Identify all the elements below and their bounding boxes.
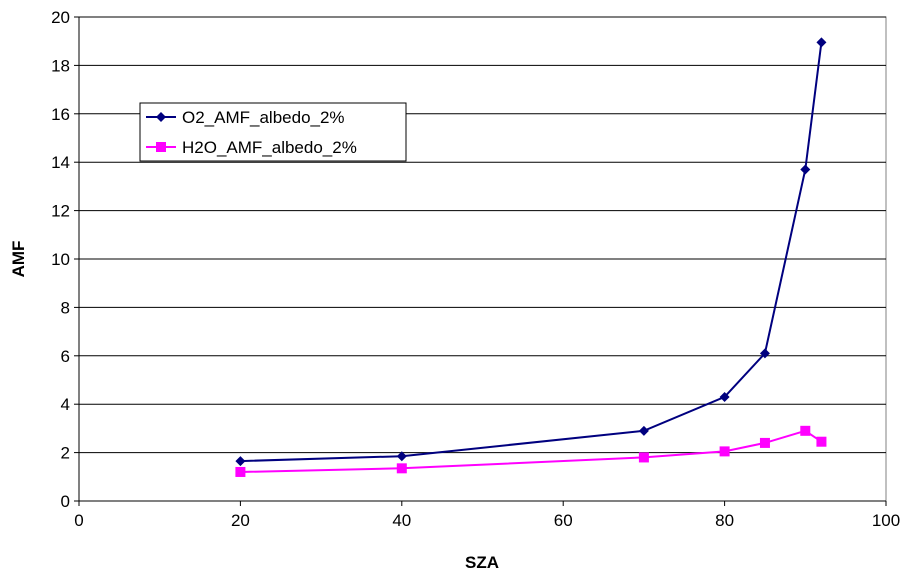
y-axis-title: AMF bbox=[9, 241, 28, 278]
y-tick-label: 20 bbox=[51, 8, 70, 27]
y-tick-label: 14 bbox=[51, 153, 70, 172]
data-point-diamond bbox=[235, 456, 246, 467]
y-tick-label: 12 bbox=[51, 202, 70, 221]
data-point-square bbox=[719, 446, 730, 457]
y-tick-label: 4 bbox=[61, 395, 70, 414]
data-point-diamond bbox=[800, 164, 811, 175]
gridlines bbox=[79, 16, 886, 454]
y-tick-label: 16 bbox=[51, 105, 70, 124]
data-point-diamond bbox=[638, 425, 649, 436]
x-tick-label: 0 bbox=[74, 511, 83, 530]
legend-marker-h2o-square-icon bbox=[156, 142, 166, 152]
data-point-square bbox=[800, 425, 811, 436]
data-point-square bbox=[638, 452, 649, 463]
data-point-square bbox=[396, 463, 407, 474]
data-point-square bbox=[816, 436, 827, 447]
x-tick-label: 20 bbox=[231, 511, 250, 530]
y-tick-label: 10 bbox=[51, 250, 70, 269]
x-tick-label: 80 bbox=[715, 511, 734, 530]
y-tick-label: 18 bbox=[51, 56, 70, 75]
x-tick-label: 40 bbox=[392, 511, 411, 530]
y-tick-label: 8 bbox=[61, 298, 70, 317]
y-tick-label: 2 bbox=[61, 444, 70, 463]
y-tick-label: 6 bbox=[61, 347, 70, 366]
axes: 0 2 4 6 8 10 12 14 16 18 20 0 20 40 60 80 100 bbox=[51, 8, 900, 530]
data-point-diamond bbox=[759, 348, 770, 359]
data-point-diamond bbox=[396, 451, 407, 462]
series-o2 bbox=[235, 37, 827, 467]
legend: O2_AMF_albedo_2% H2O_AMF_albedo_2% bbox=[139, 102, 407, 162]
data-point-diamond bbox=[719, 391, 730, 402]
x-tick-label: 100 bbox=[872, 511, 900, 530]
data-point-square bbox=[759, 437, 770, 448]
legend-label-o2: O2_AMF_albedo_2% bbox=[182, 108, 345, 127]
data-point-square bbox=[235, 466, 246, 477]
legend-label-h2o: H2O_AMF_albedo_2% bbox=[182, 138, 357, 157]
x-axis-title: SZA bbox=[465, 553, 499, 572]
series-h2o bbox=[235, 425, 827, 477]
legend-box bbox=[139, 102, 407, 162]
y-tick-label: 0 bbox=[61, 492, 70, 511]
x-tick-label: 60 bbox=[554, 511, 573, 530]
legend-marker-o2-diamond-icon bbox=[156, 112, 166, 122]
data-point-diamond bbox=[816, 37, 827, 48]
series-layer bbox=[235, 37, 827, 477]
